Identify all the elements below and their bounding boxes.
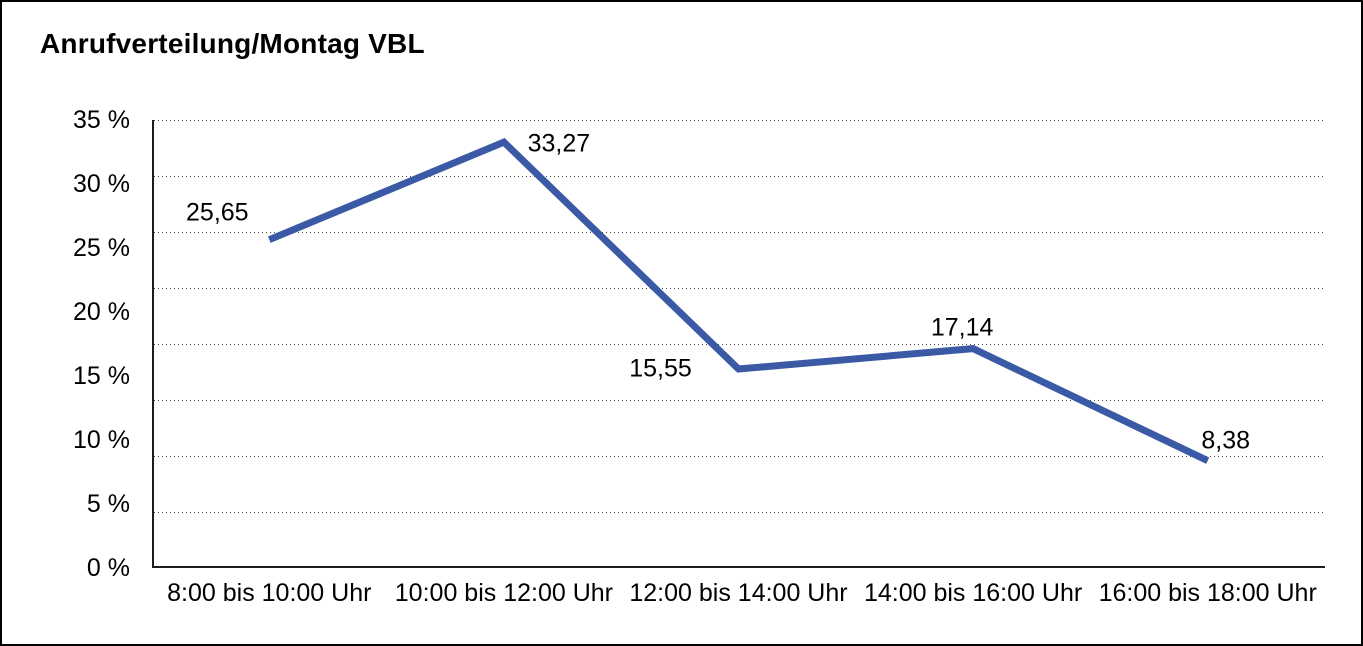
y-tick-label: 20 % <box>73 297 130 326</box>
horizontal-gridline <box>154 120 1325 121</box>
y-tick-label: 30 % <box>73 169 130 198</box>
data-point-value-label: 15,55 <box>629 354 692 383</box>
y-tick-label: 25 % <box>73 233 130 262</box>
x-category-label: 14:00 bis 16:00 Uhr <box>863 579 1083 607</box>
horizontal-gridline <box>154 176 1325 177</box>
y-tick-label: 15 % <box>73 361 130 390</box>
chart-title: Anrufverteilung/Montag VBL <box>40 28 425 59</box>
data-point-value-label: 8,38 <box>1201 426 1251 455</box>
horizontal-gridline <box>154 288 1325 289</box>
x-axis-category-labels: 8:00 bis 10:00 Uhr 10:00 bis 12:00 Uhr 12:… <box>152 579 1325 608</box>
x-category-label: 16:00 bis 18:00 Uhr <box>1098 579 1317 607</box>
line-series-svg <box>267 137 1210 464</box>
horizontal-gridline <box>154 400 1325 401</box>
data-line <box>267 137 1210 464</box>
x-category-label: 10:00 bis 12:00 Uhr <box>394 579 613 607</box>
y-tick-label: 10 % <box>73 425 130 454</box>
horizontal-gridline <box>154 456 1325 457</box>
horizontal-gridline <box>154 344 1325 345</box>
horizontal-gridline <box>154 512 1325 513</box>
data-point-value-label: 17,14 <box>930 313 994 342</box>
x-category-label: 8:00 bis 10:00 Uhr <box>167 579 372 607</box>
horizontal-gridline <box>154 232 1325 233</box>
data-point-value-label: 25,65 <box>186 198 249 227</box>
x-category-label: 12:00 bis 14:00 Uhr <box>629 579 848 607</box>
y-tick-label: 5 % <box>86 489 130 518</box>
data-point-value-label: 33,27 <box>527 129 591 158</box>
y-tick-label: 35 % <box>73 105 130 134</box>
plot-area <box>152 120 1325 568</box>
y-tick-label: 0 % <box>86 553 130 582</box>
